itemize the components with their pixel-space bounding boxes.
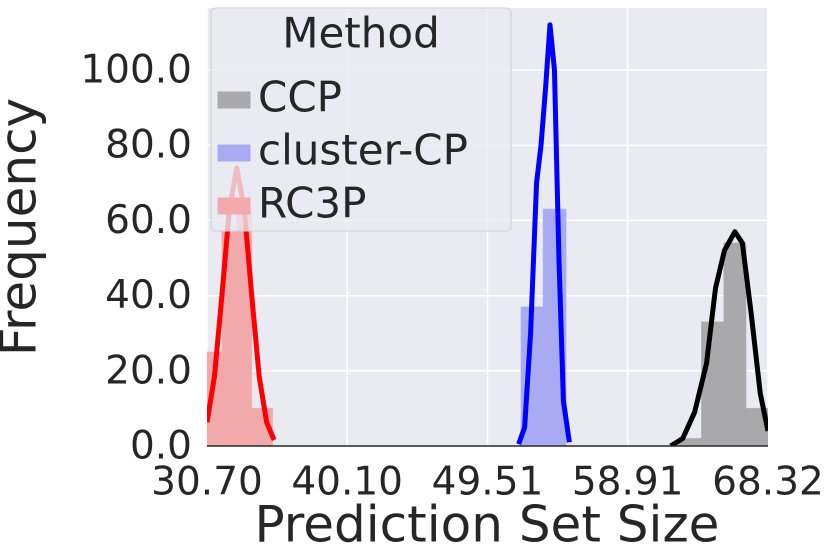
- y-tick-label: 100.0: [80, 48, 192, 93]
- legend-title: Method: [282, 9, 440, 58]
- x-tick-label: 58.91: [572, 460, 684, 505]
- x-tick-label: 30.70: [151, 460, 263, 505]
- x-tick-label: 49.51: [432, 460, 544, 505]
- legend-swatch: [217, 144, 251, 162]
- y-axis-label: Frequency: [0, 98, 48, 356]
- hist-bar: [700, 321, 725, 446]
- y-tick-label: 60.0: [105, 198, 192, 243]
- y-tick-label: 0.0: [130, 424, 192, 469]
- legend-label: RC3P: [258, 179, 366, 228]
- legend-box: [210, 7, 512, 232]
- legend-label: cluster-CP: [258, 126, 468, 175]
- x-axis-label: Prediction Set Size: [255, 496, 720, 554]
- legend-swatch: [217, 197, 251, 215]
- ticks: 0.0 20.0 40.0 60.0 80.0 100.0 30.70 40.10 49.51 5…: [80, 48, 823, 505]
- legend-label: CCP: [258, 73, 342, 122]
- y-tick-label: 40.0: [105, 273, 192, 318]
- y-tick-label: 20.0: [105, 348, 192, 393]
- marks: [207, 22, 768, 446]
- kde-line: [669, 229, 768, 446]
- x-tick-label: 68.32: [712, 460, 824, 505]
- x-tick-label: 40.10: [291, 460, 403, 505]
- hist-bar: [723, 242, 747, 446]
- kde-line: [516, 22, 572, 445]
- y-tick-label: 80.0: [105, 123, 192, 168]
- legend-swatch: [217, 91, 251, 109]
